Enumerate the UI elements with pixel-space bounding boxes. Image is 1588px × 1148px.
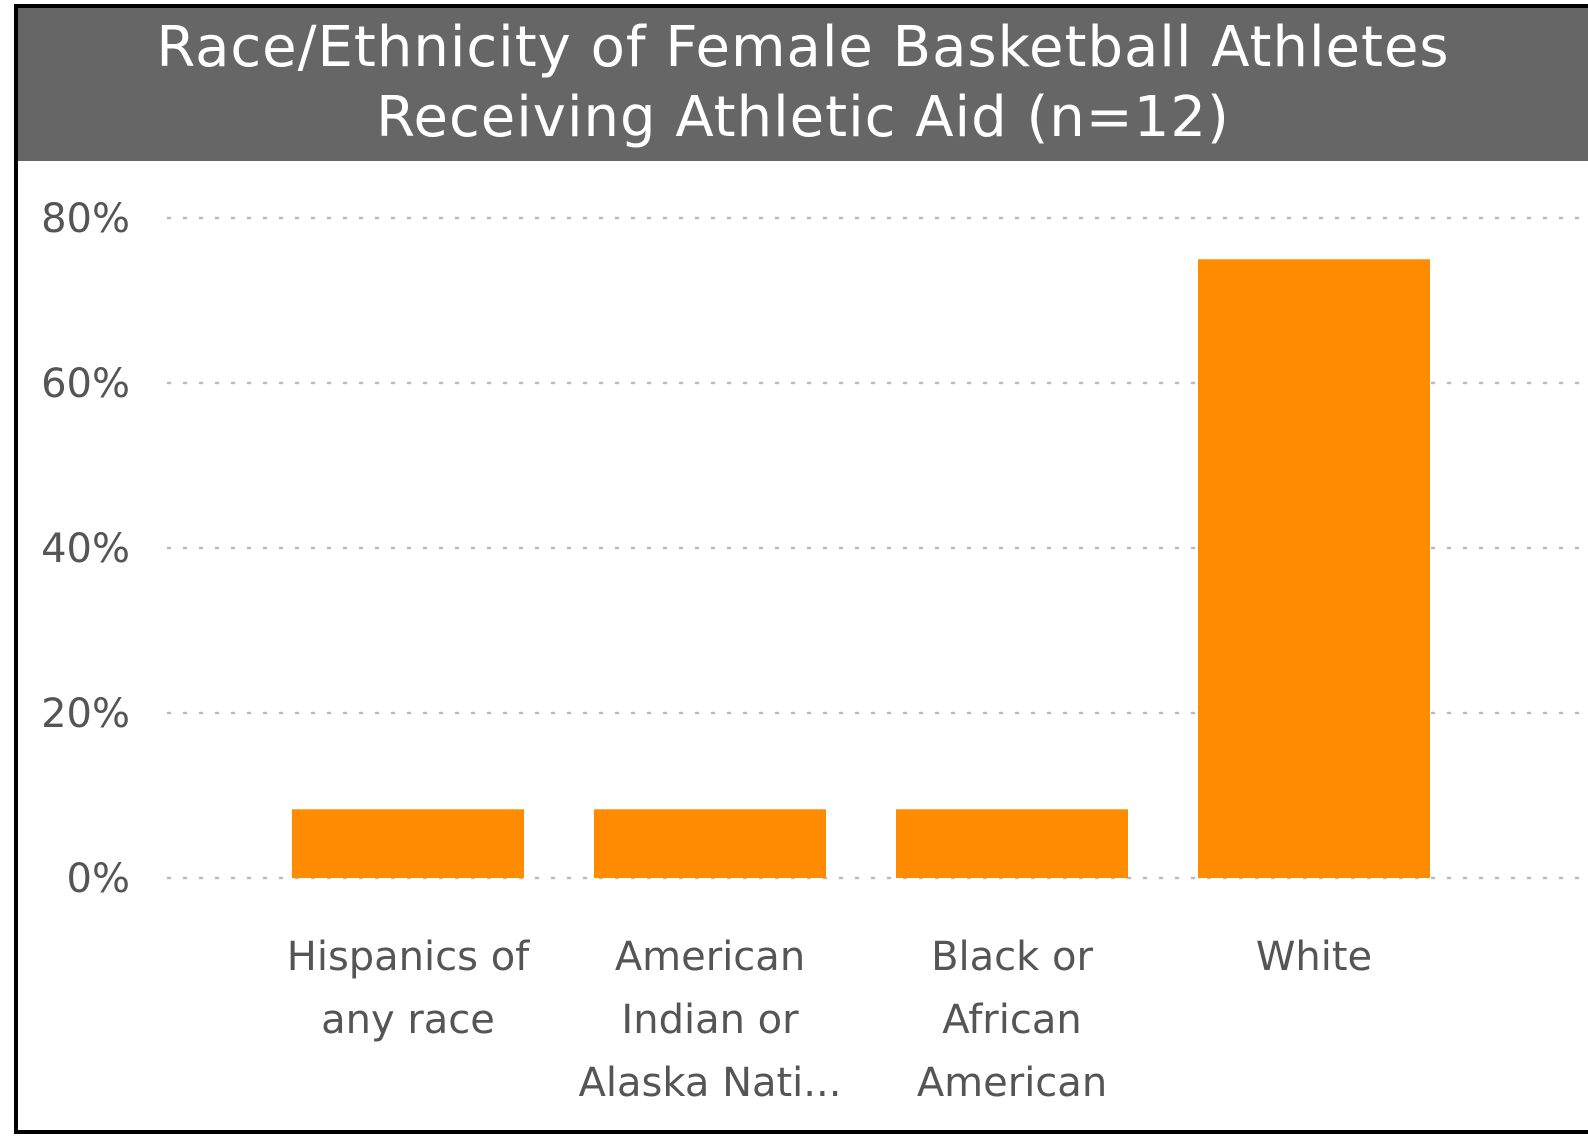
chart-title-line-1: Race/Ethnicity of Female Basketball Athl…: [156, 14, 1450, 80]
y-tick-label: 0%: [67, 856, 130, 902]
x-category-label-line: American: [615, 934, 805, 980]
x-category-label-line: Alaska Nati...: [579, 1060, 842, 1106]
x-category-label-line: White: [1256, 934, 1372, 980]
x-category-label: American Indian or Alaska Nati...: [579, 934, 842, 1106]
x-category-label-line: Hispanics of: [287, 934, 530, 980]
chart-frame: Race/Ethnicity of Female Basketball Athl…: [14, 4, 1588, 1134]
x-category-label: White: [1256, 934, 1372, 980]
x-category-label: Black or African American: [917, 934, 1107, 1106]
x-category-label-line: Indian or: [621, 997, 799, 1043]
y-tick-label: 20%: [41, 691, 130, 737]
bar: [594, 809, 826, 878]
chart-title: Race/Ethnicity of Female Basketball Athl…: [18, 8, 1588, 161]
x-category-label: Hispanics of any race: [287, 934, 530, 1043]
x-category-label-line: any race: [321, 997, 495, 1043]
bar: [1198, 259, 1430, 878]
bar-chart: 0% 20% 40% 60% 80% Hispanics of any race Americ…: [41, 196, 1588, 1106]
y-tick-label: 60%: [41, 361, 130, 407]
x-category-label-line: African: [942, 997, 1081, 1043]
y-tick-label: 40%: [41, 526, 130, 572]
bar: [292, 809, 524, 878]
bar: [896, 809, 1128, 878]
x-category-label-line: American: [917, 1060, 1107, 1106]
x-category-label-line: Black or: [931, 934, 1093, 980]
chart-title-line-2: Receiving Athletic Aid (n=12): [376, 84, 1230, 150]
y-tick-label: 80%: [41, 196, 130, 242]
